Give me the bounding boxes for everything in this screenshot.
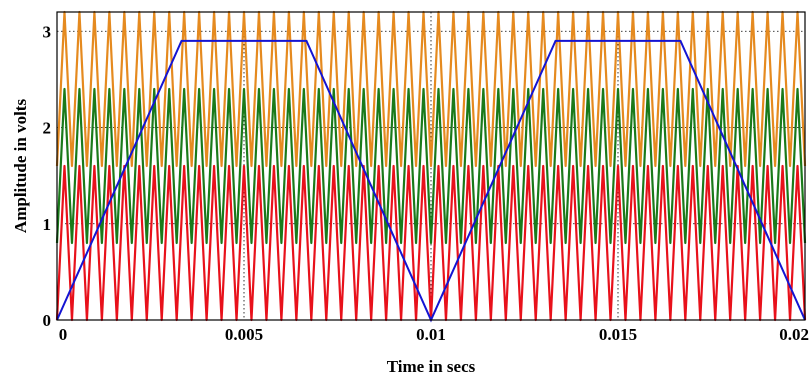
y-tick-label: 1 <box>43 215 52 234</box>
y-tick-labels: 0 1 2 3 <box>43 22 52 330</box>
x-tick-label: 0.01 <box>416 325 446 344</box>
x-tick-label: 0.005 <box>225 325 263 344</box>
plot-frame <box>56 11 806 321</box>
y-tick-label: 2 <box>43 119 52 138</box>
y-tick-label: 3 <box>43 22 52 41</box>
y-tick-label: 0 <box>43 311 52 330</box>
x-tick-labels: 0 0.005 0.01 0.015 0.02 <box>59 325 809 344</box>
carrier-series-2 <box>55 87 807 245</box>
x-tick-label: 0.02 <box>779 325 809 344</box>
y-axis-label: Amplitude in volts <box>11 99 30 234</box>
carrier-series-layer <box>55 10 807 322</box>
x-tick-label: 0 <box>59 325 68 344</box>
x-tick-label: 0.015 <box>599 325 637 344</box>
carrier-series-3 <box>55 10 807 168</box>
x-axis-label: Time in secs <box>387 357 476 376</box>
